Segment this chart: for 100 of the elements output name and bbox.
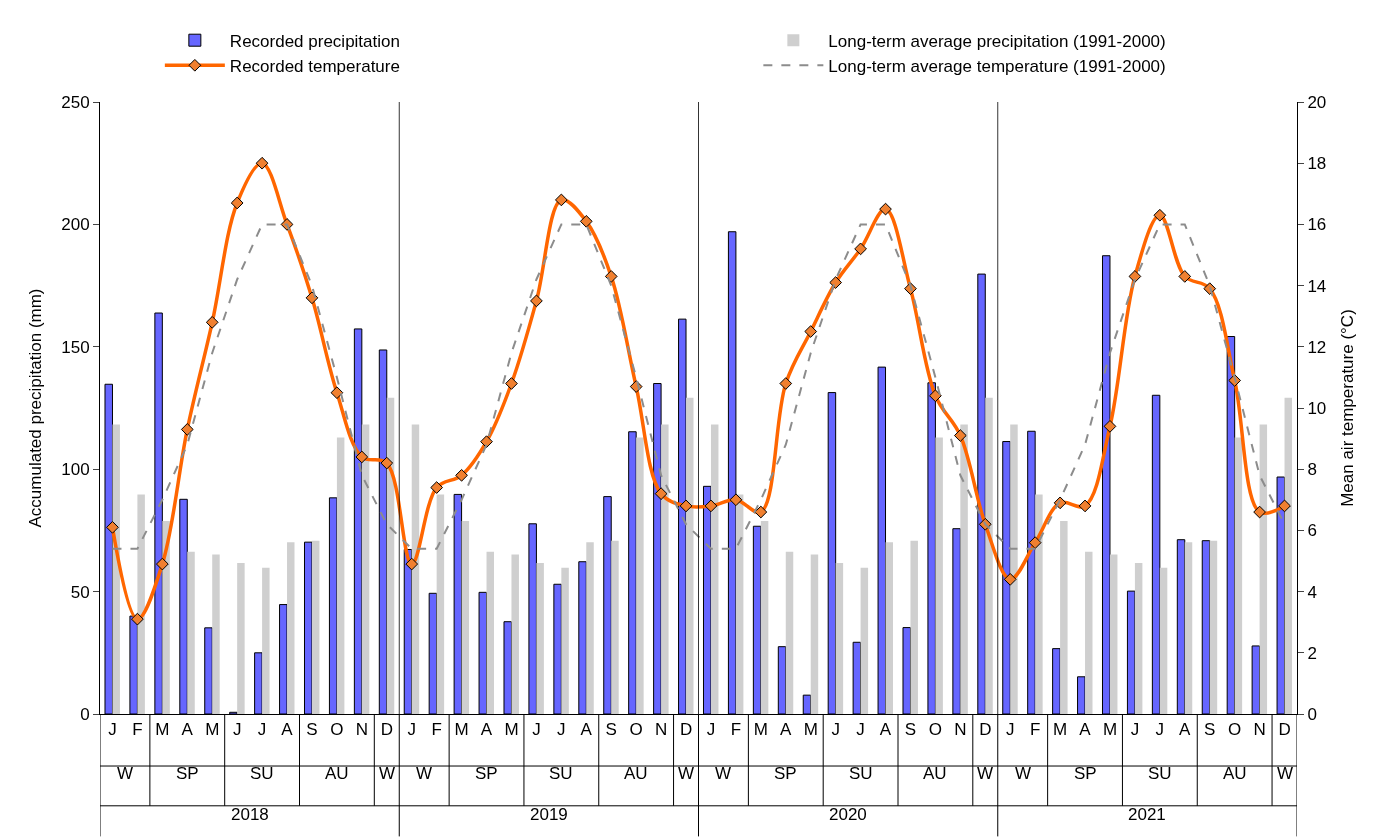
x-tick-label: M — [155, 720, 170, 740]
point — [355, 450, 369, 464]
point — [1003, 573, 1017, 586]
x-tick-label: M — [205, 720, 220, 740]
point — [455, 468, 468, 482]
text: SU — [1148, 764, 1172, 783]
x-tick-label: O — [928, 720, 943, 740]
bar — [985, 397, 993, 714]
bar — [1010, 424, 1018, 714]
legend-label: Recorded precipitation — [229, 31, 400, 51]
y2-tick-label: 20 — [1307, 92, 1327, 112]
x-tick-label: M — [454, 720, 469, 740]
y-tick-label: 50 — [70, 582, 90, 602]
x-tick-label: M — [1102, 720, 1118, 740]
point — [953, 429, 967, 442]
point — [380, 456, 394, 470]
y2-tick-label: 2 — [1307, 643, 1317, 663]
point — [829, 276, 843, 289]
x-tick-label: A — [879, 720, 892, 740]
y-axis-title: Accumulated precipitation (mm) — [25, 288, 45, 528]
bar — [461, 521, 470, 714]
x-tick-label: D — [679, 720, 693, 740]
x-tick-label: A — [780, 720, 793, 740]
bar — [586, 542, 594, 714]
text: AU — [325, 764, 349, 783]
x-tick-label: D — [979, 720, 992, 740]
point — [205, 315, 219, 329]
point — [405, 557, 419, 571]
bar — [636, 437, 644, 714]
x-tick-label: A — [181, 720, 194, 740]
x-tick-label: N — [954, 720, 967, 740]
bar — [436, 494, 445, 714]
point — [1078, 499, 1092, 513]
point — [729, 493, 743, 507]
x-tick-label: A — [480, 720, 493, 740]
point — [330, 386, 344, 400]
point — [505, 377, 518, 390]
x-tick-label: A — [281, 720, 294, 740]
y2-tick-label: 4 — [1307, 582, 1317, 602]
bar — [1109, 554, 1118, 714]
x-tick-label: D — [1278, 720, 1291, 740]
bar — [187, 551, 195, 714]
bar — [1209, 540, 1218, 714]
y2-tick-label: 10 — [1307, 398, 1327, 418]
bar — [561, 567, 569, 714]
bar — [686, 397, 694, 714]
x-tick-label: N — [654, 720, 668, 740]
point — [754, 505, 768, 519]
point — [879, 202, 892, 216]
bar — [785, 551, 794, 714]
point — [1028, 536, 1042, 549]
bar — [237, 562, 245, 714]
point — [579, 214, 593, 228]
text: SP — [475, 764, 498, 783]
point — [554, 193, 568, 207]
x-tick-label: N — [355, 720, 368, 740]
bar — [885, 542, 894, 714]
bar — [112, 424, 120, 714]
x-tick-label: J — [257, 720, 267, 740]
x-tick-label: S — [306, 720, 318, 740]
bar — [1035, 494, 1043, 714]
point — [804, 325, 818, 338]
x-tick-label: J — [232, 720, 242, 740]
x-tick-label: F — [431, 720, 442, 740]
x-tick-label: M — [504, 720, 519, 740]
point — [155, 557, 169, 571]
bar — [1284, 397, 1293, 714]
bar — [835, 562, 844, 714]
x-tick-label: F — [132, 720, 143, 740]
legend-label: Long-term average precipitation (1991-2000) — [828, 31, 1166, 51]
text: W — [416, 764, 433, 783]
y-tick-label: 200 — [61, 215, 90, 235]
text: SU — [849, 764, 873, 783]
y-tick-label: 150 — [61, 337, 90, 357]
point — [106, 520, 119, 534]
point — [1153, 208, 1167, 222]
x-tick-label: J — [1005, 720, 1015, 740]
text: W — [117, 764, 134, 783]
text: W — [977, 764, 994, 783]
point — [679, 499, 693, 513]
point — [1103, 420, 1117, 433]
bar — [1159, 567, 1168, 714]
x-tick-label: J — [831, 720, 840, 740]
text: W — [678, 764, 695, 783]
x-tick-label: J — [557, 720, 566, 740]
x-tick-label: O — [629, 720, 643, 740]
x-tick-label: J — [407, 720, 416, 740]
point — [854, 242, 867, 256]
x-tick-label: J — [532, 720, 541, 740]
point — [255, 156, 269, 170]
x-tick-label: J — [706, 720, 716, 740]
x-tick-label: A — [580, 720, 593, 740]
text: W — [1015, 764, 1032, 783]
point — [1128, 270, 1142, 283]
x-tick-label: O — [1228, 720, 1242, 740]
bar — [336, 437, 345, 714]
y2-tick-label: 16 — [1307, 215, 1327, 235]
text: SP — [1074, 764, 1097, 783]
bar — [1259, 424, 1268, 714]
bar — [960, 424, 968, 714]
